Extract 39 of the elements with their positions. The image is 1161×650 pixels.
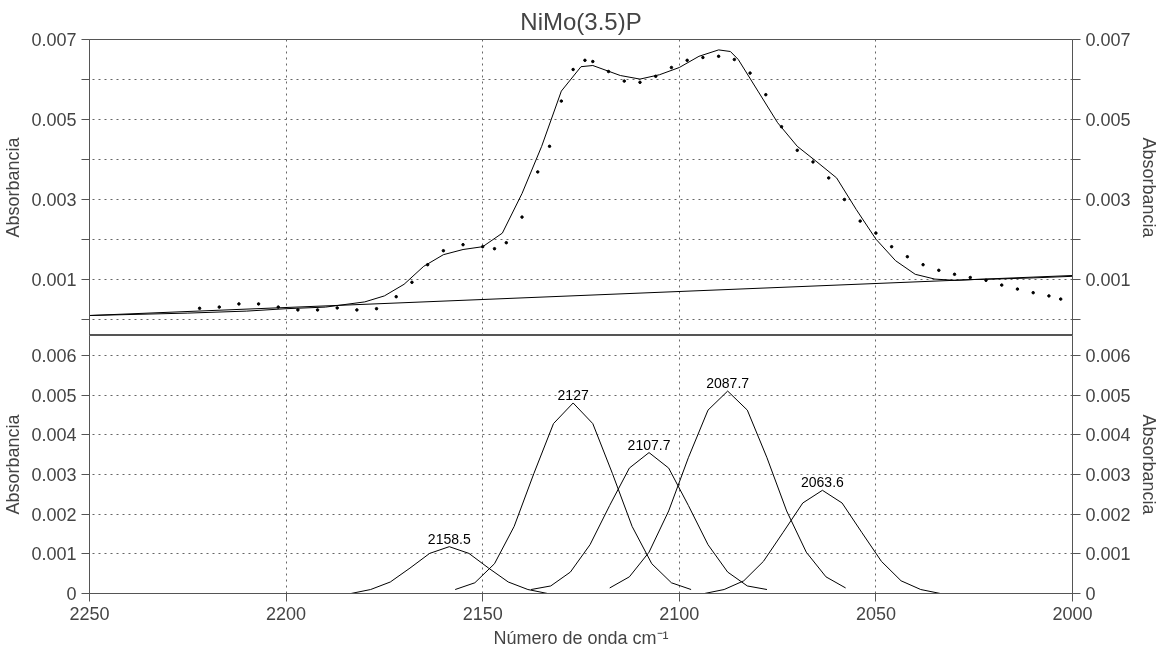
y2-tick-label: 0.006 (1085, 345, 1131, 366)
annotation: 2158.5 (427, 530, 471, 547)
x-tick-label: 2200 (266, 603, 307, 624)
y-tick-label: 0.001 (31, 544, 77, 565)
y-tick-label: 0.006 (31, 345, 77, 366)
y-axis-title: Absorbancia (3, 136, 24, 238)
chart-title: NiMo(3.5)P (520, 7, 642, 35)
y-tick-label: 0.003 (31, 464, 77, 485)
y2-axis-title: Absorbancia (1138, 414, 1159, 516)
y-tick-label: 0.005 (31, 110, 77, 130)
y-tick-label: 0.002 (31, 504, 77, 525)
y-tick-label: 0.005 (31, 385, 77, 406)
y-tick-label: 0.007 (31, 30, 77, 50)
y-tick-label: 0.004 (31, 425, 77, 446)
y2-tick-label: 0.002 (1085, 504, 1131, 525)
y2-tick-label: 0.005 (1085, 385, 1131, 406)
y2-tick-label: 0.001 (1085, 270, 1131, 290)
annotation: 2087.7 (706, 375, 750, 392)
y2-tick-label: 0.004 (1085, 425, 1131, 446)
annotation: 2127 (557, 386, 589, 403)
x-tick-label: 2150 (462, 603, 503, 624)
annotation: 2107.7 (627, 436, 671, 453)
x-axis-title: Número de onda cm⁻¹ (493, 627, 669, 648)
y-tick-label: 0.003 (31, 190, 77, 210)
y2-tick-label: 0.007 (1085, 30, 1131, 50)
y2-tick-label: 0.001 (1085, 544, 1131, 565)
y2-tick-label: 0.005 (1085, 110, 1131, 130)
y2-tick-label: 0.003 (1085, 190, 1131, 210)
y2-tick-label: 0 (1085, 584, 1096, 604)
x-tick-label: 2100 (659, 603, 700, 624)
y-tick-label: 0 (66, 584, 77, 604)
y2-tick-label: 0.003 (1085, 464, 1131, 485)
x-tick-label: 2050 (855, 603, 896, 624)
y2-axis-title: Absorbancia (1138, 137, 1159, 239)
y-tick-label: 0.001 (31, 270, 77, 290)
y-axis-title: Absorbancia (3, 413, 24, 515)
annotation: 2063.6 (801, 474, 845, 491)
x-tick-label: 2250 (69, 603, 110, 624)
x-tick-label: 2000 (1052, 603, 1093, 624)
